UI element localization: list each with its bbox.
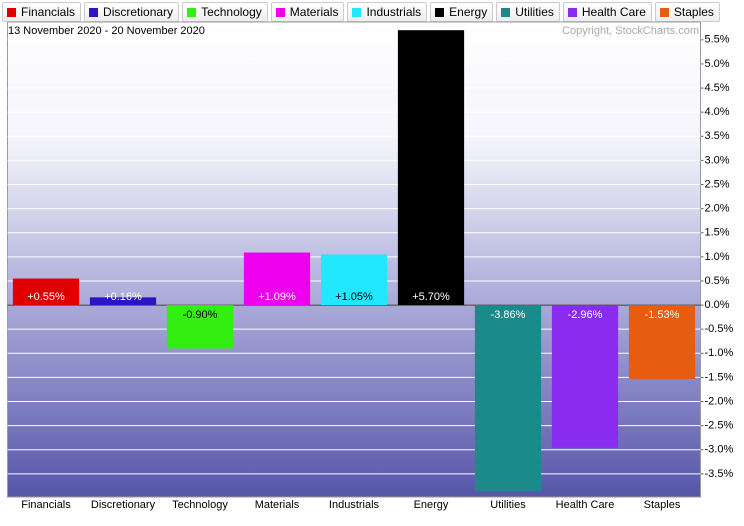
y-tick-label: -0.5%: [705, 323, 734, 335]
y-tick-label: -3.0%: [705, 444, 734, 456]
y-tick-label: 5.0%: [705, 58, 730, 70]
legend-item[interactable]: Industrials: [347, 2, 428, 22]
y-tick-label: 1.5%: [705, 227, 730, 239]
legend-swatch: [275, 7, 285, 17]
legend-swatch: [352, 7, 362, 17]
legend-label: Materials: [289, 5, 339, 19]
x-tick-label: Industrials: [329, 499, 380, 511]
value-label: -1.53%: [645, 309, 680, 321]
y-tick-label: 3.5%: [705, 130, 730, 142]
y-tick-label: -3.5%: [705, 468, 734, 480]
legend-item[interactable]: Discretionary: [84, 2, 180, 22]
bar: [474, 305, 542, 492]
x-tick-label: Materials: [255, 499, 300, 511]
x-tick-label: Technology: [172, 499, 228, 511]
y-tick-label: 0.0%: [705, 299, 730, 311]
y-tick-label: -1.0%: [705, 347, 734, 359]
value-label: +0.55%: [27, 291, 65, 303]
legend-label: Industrials: [366, 5, 422, 19]
value-label: -3.86%: [491, 309, 526, 321]
y-tick-label: 2.0%: [705, 203, 730, 215]
legend-label: Financials: [21, 5, 76, 19]
bar: [628, 305, 696, 379]
legend-swatch: [7, 7, 16, 17]
y-tick-label: 5.5%: [705, 34, 730, 46]
y-tick-label: 1.0%: [705, 251, 730, 263]
legend-label: Staples: [673, 5, 714, 19]
x-tick-label: Discretionary: [91, 499, 156, 511]
legend-swatch: [435, 7, 445, 17]
legend-label: Technology: [201, 5, 262, 19]
x-tick-label: Staples: [644, 499, 681, 511]
y-tick-label: 2.5%: [705, 178, 730, 190]
value-label: +0.16%: [104, 291, 142, 303]
legend-swatch: [567, 7, 577, 17]
legend-item[interactable]: Energy: [430, 2, 494, 22]
legend-item[interactable]: Staples: [654, 2, 720, 22]
legend-swatch: [187, 7, 197, 17]
legend-label: Discretionary: [103, 5, 174, 19]
y-tick-label: 4.5%: [705, 82, 730, 94]
value-label: -2.96%: [568, 309, 603, 321]
value-label: +5.70%: [412, 291, 450, 303]
legend-label: Energy: [449, 5, 488, 19]
y-tick-label: -2.0%: [705, 395, 734, 407]
legend-swatch: [659, 7, 669, 17]
legend-swatch: [89, 7, 99, 17]
y-tick-label: 4.0%: [705, 106, 730, 118]
bar: [243, 252, 311, 306]
value-label: +1.09%: [258, 291, 296, 303]
copyright: Copyright, StockCharts.com: [562, 25, 699, 37]
bar: [166, 305, 234, 349]
value-label: +1.05%: [335, 291, 373, 303]
x-tick-label: Health Care: [556, 499, 615, 511]
legend-swatch: [501, 7, 511, 17]
x-tick-label: Financials: [21, 499, 71, 511]
y-tick-label: -2.5%: [705, 420, 734, 432]
x-tick-label: Utilities: [490, 499, 526, 511]
legend-item[interactable]: Health Care: [562, 2, 652, 22]
bar: [397, 30, 465, 306]
y-tick-label: 0.5%: [705, 275, 730, 287]
legend-label: Health Care: [581, 5, 646, 19]
value-label: -0.90%: [183, 309, 218, 321]
legend-label: Utilities: [515, 5, 554, 19]
x-tick-label: Energy: [414, 499, 449, 511]
bar: [89, 297, 157, 306]
bar: [12, 278, 80, 306]
y-tick-label: 3.0%: [705, 154, 730, 166]
bar: [551, 305, 619, 448]
bar: [320, 254, 388, 306]
y-tick-label: -1.5%: [705, 371, 734, 383]
subtitle: 13 November 2020 - 20 November 2020: [8, 25, 205, 37]
